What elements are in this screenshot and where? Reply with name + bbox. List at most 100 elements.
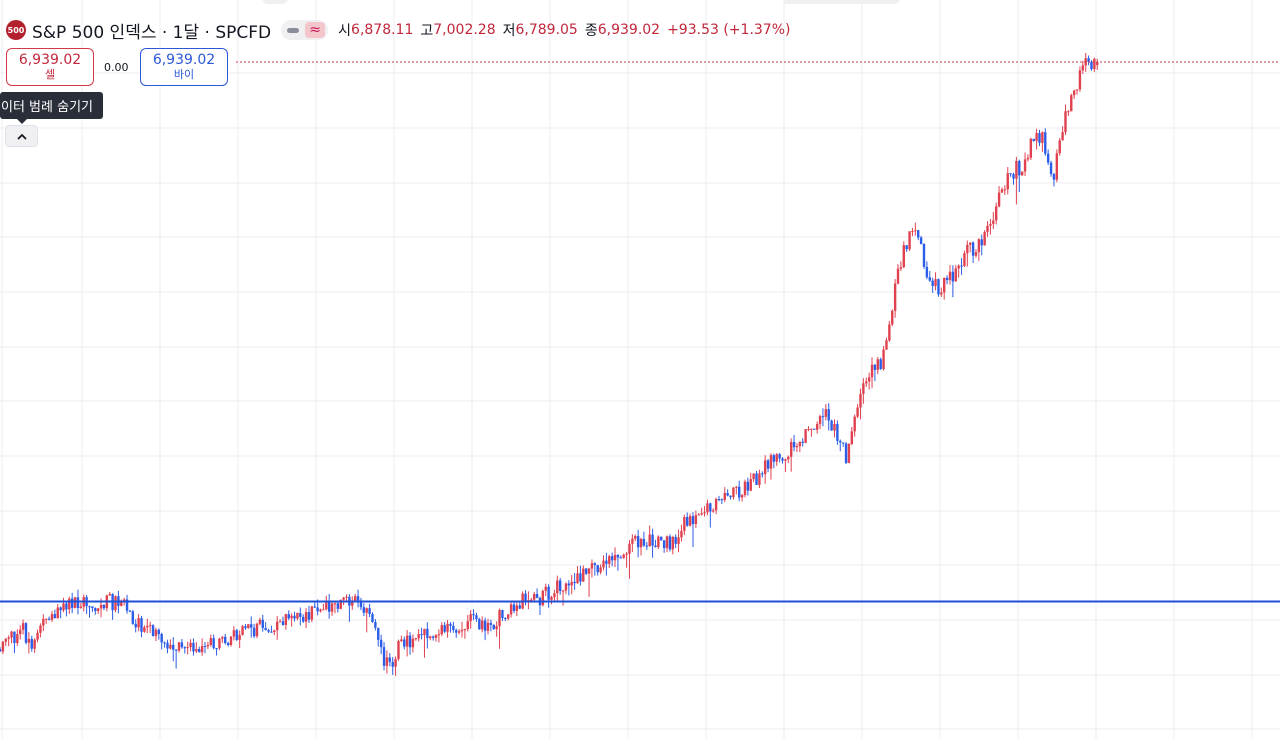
candle-body	[902, 245, 905, 268]
candle-body	[73, 597, 77, 608]
candle-body	[677, 537, 680, 544]
candle	[423, 628, 426, 658]
candle-body	[596, 565, 599, 573]
candle-body	[532, 594, 536, 600]
candle	[1090, 60, 1093, 71]
candle-body	[509, 604, 513, 615]
candle	[146, 618, 149, 634]
candle-body	[411, 638, 415, 648]
candle	[172, 637, 175, 662]
candle	[408, 632, 412, 655]
candle	[59, 606, 62, 619]
candle	[379, 634, 383, 655]
candle-body	[174, 649, 178, 651]
candle-body	[310, 606, 314, 620]
candle-body	[13, 631, 16, 644]
buy-button[interactable]: 6,939.02 바이	[140, 48, 228, 86]
candle-body	[587, 568, 591, 574]
candle	[0, 646, 2, 652]
candle-body	[267, 630, 270, 632]
candle-body	[374, 621, 377, 628]
candle	[515, 602, 519, 617]
candle-body	[134, 623, 137, 628]
candle-body	[688, 516, 692, 526]
candle-body	[1041, 132, 1044, 143]
candle-body	[148, 625, 152, 627]
candle-body	[102, 604, 106, 609]
candle-body	[969, 242, 972, 245]
candle	[229, 636, 233, 647]
symbol-logo[interactable]: 500	[6, 20, 26, 40]
candle-body	[284, 614, 288, 625]
candle	[382, 642, 386, 671]
candle-body	[862, 383, 865, 394]
candle-body	[166, 642, 169, 649]
candle-body	[660, 536, 663, 541]
symbol-title[interactable]: S&P 500 인덱스 · 1달 · SPCFD	[32, 22, 272, 43]
candle-body	[934, 279, 937, 287]
candle	[859, 388, 862, 420]
candle	[319, 608, 322, 613]
candle	[818, 414, 822, 430]
candle	[709, 502, 712, 528]
candle	[374, 619, 377, 631]
candle	[403, 636, 406, 650]
candle-body	[252, 627, 256, 637]
candle	[296, 612, 299, 621]
candle	[535, 588, 539, 599]
close-value: 6,939.02	[597, 22, 661, 38]
candle-body	[224, 636, 227, 644]
minus-icon[interactable]	[287, 27, 300, 33]
candle-body	[59, 607, 62, 611]
candle	[925, 261, 929, 280]
candle	[469, 610, 472, 629]
candle-body	[645, 545, 648, 547]
candle-body	[911, 231, 914, 233]
candle-body	[943, 277, 946, 293]
sell-button[interactable]: 6,939.02 셀	[6, 48, 94, 86]
candle	[452, 621, 455, 633]
candle-body	[131, 611, 135, 624]
candle-body	[1023, 159, 1027, 172]
chart-type-toggle[interactable]: ≈	[281, 20, 329, 40]
candle	[209, 634, 212, 647]
candle-body	[429, 636, 432, 639]
candle	[356, 589, 360, 608]
approx-equal-icon[interactable]: ≈	[305, 22, 326, 38]
candle-body	[455, 630, 458, 633]
candle	[792, 434, 796, 452]
candle	[440, 622, 443, 637]
candle-body	[922, 244, 926, 267]
collapse-legend-button[interactable]	[5, 125, 38, 147]
candle	[885, 337, 888, 350]
candle-body	[325, 602, 328, 610]
candle	[769, 453, 773, 480]
candle-body	[426, 628, 429, 639]
candle	[550, 595, 553, 605]
candle	[307, 605, 311, 623]
candle	[908, 231, 911, 252]
candle	[524, 590, 527, 606]
candle-body	[963, 253, 966, 266]
candle-body	[169, 644, 172, 649]
candle	[19, 625, 22, 640]
buy-label: 바이	[173, 68, 195, 81]
candle-body	[342, 597, 345, 600]
candle	[1006, 167, 1009, 195]
candle	[1035, 128, 1038, 150]
candle-body	[241, 626, 244, 635]
candle-body	[255, 623, 259, 637]
candle-body	[853, 416, 856, 432]
candle	[362, 603, 366, 617]
candle	[330, 600, 334, 616]
candle	[865, 377, 868, 387]
candle-body	[417, 634, 420, 639]
candle-body	[270, 631, 273, 633]
candle	[287, 610, 290, 621]
candle-body	[125, 599, 129, 611]
candle-body	[99, 604, 103, 609]
candle-body	[556, 580, 559, 594]
candle	[720, 498, 724, 505]
